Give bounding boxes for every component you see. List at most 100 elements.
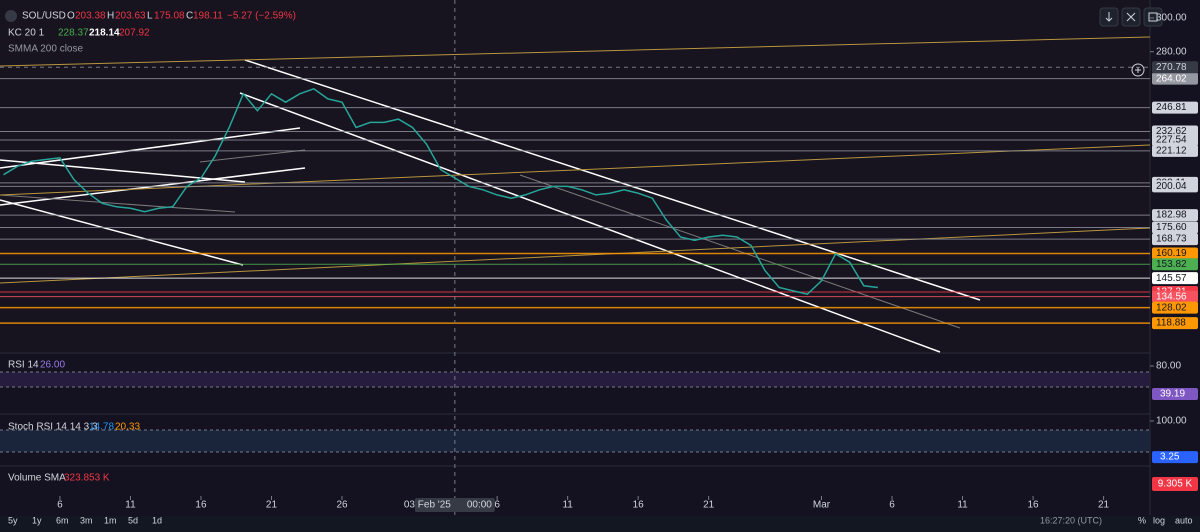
price-label: 264.02: [1156, 73, 1187, 84]
top-buttons: [1099, 7, 1163, 27]
trendline: [0, 36, 1151, 67]
percent-toggle[interactable]: %: [1138, 515, 1146, 525]
price-label: 221.12: [1156, 146, 1187, 157]
price-label-box: [1152, 317, 1198, 330]
ohlc-value: 203.38: [75, 11, 106, 22]
icon: [1135, 67, 1141, 73]
trendline: [0, 194, 236, 213]
x-tick-label: 26: [336, 500, 348, 511]
stoch-last: 3.25: [1160, 452, 1180, 463]
range-button[interactable]: 5d: [128, 515, 138, 525]
channel-top: [244, 59, 981, 301]
trendline: [519, 174, 961, 329]
x-tick-label: 11: [562, 500, 573, 511]
range-button[interactable]: 3m: [80, 515, 93, 525]
stoch-name: Stoch RSI 14 14 3 3: [8, 422, 98, 433]
x-tick-label: Mar: [813, 500, 831, 511]
x-tick-label: 6: [889, 500, 895, 511]
price-label-box: [1152, 290, 1198, 303]
volume-value: 323.853 K: [64, 473, 110, 484]
range-button[interactable]: 5y: [8, 515, 18, 525]
indicator-name: SMMA 200 close: [8, 44, 83, 55]
crosshair-time: 00:00: [467, 500, 492, 511]
volume-name: Volume SMA: [8, 473, 66, 484]
rsi-band: [0, 372, 1150, 387]
trendline: [199, 149, 306, 163]
price-label: 153.82: [1156, 259, 1187, 270]
x-tick-label: 21: [1098, 500, 1110, 511]
log-toggle[interactable]: log: [1153, 515, 1165, 525]
price-line: [3, 87, 878, 296]
wedge-line: [0, 127, 301, 169]
symbol-icon: [5, 10, 17, 22]
price-label-box: [1152, 72, 1198, 85]
x-tick-label: 16: [195, 500, 207, 511]
price-label: 246.81: [1156, 102, 1187, 113]
ohlc-key: L: [147, 11, 153, 22]
grey-trendlines: [0, 149, 961, 329]
range-button[interactable]: 1d: [152, 515, 162, 525]
rsi-tick-label: 80.00: [1156, 361, 1181, 372]
price-label-box: [1152, 144, 1198, 157]
x-tick-label: 21: [703, 500, 715, 511]
indicator-value: 228.37: [58, 28, 89, 39]
ohlc-key: H: [107, 11, 114, 22]
price-label: 168.73: [1156, 234, 1187, 245]
volume-axis-label: 9.305 K: [1158, 479, 1193, 490]
add-button[interactable]: [1131, 63, 1145, 77]
price-label: 128.02: [1156, 302, 1187, 313]
x-tick-label: 6: [494, 500, 500, 511]
rsi-name: RSI 14: [8, 360, 39, 371]
price-label: 134.56: [1156, 291, 1187, 302]
price-label-box: [1152, 209, 1198, 222]
rsi-last-box: [1152, 388, 1198, 401]
x-tick-label: 11: [125, 500, 136, 511]
price-label-box: [1152, 258, 1198, 271]
price-label-box: [1152, 233, 1198, 246]
wedge-line: [0, 159, 246, 183]
clock: 16:27:20 (UTC): [1040, 515, 1102, 525]
crosshair-date-box: [414, 498, 495, 512]
x-tick-label: 21: [266, 500, 278, 511]
crosshair-price: 270.78: [1156, 62, 1187, 73]
range-button[interactable]: 1m: [104, 515, 117, 525]
icon: [1126, 12, 1136, 22]
price-label-box: [1152, 301, 1198, 314]
ohlc-key: O: [67, 11, 75, 22]
price-label: 200.04: [1156, 181, 1187, 192]
crosshair-date: 03 Feb '25: [404, 500, 451, 511]
stoch-band: [0, 430, 1150, 452]
price-label: 145.57: [1156, 273, 1187, 284]
price-label-box: [1152, 247, 1198, 260]
trendline: [0, 227, 1151, 284]
price-label: 160.19: [1156, 248, 1187, 259]
rsi-last: 39.19: [1160, 389, 1185, 400]
indicator-value: 218.14: [89, 28, 120, 39]
channel-bottom: [239, 92, 941, 353]
ohlc-key: C: [186, 11, 193, 22]
symbol[interactable]: SOL/USD: [22, 11, 66, 22]
x-tick-label: 6: [57, 500, 63, 511]
stoch-d: 20.33: [115, 422, 140, 433]
range-button[interactable]: 6m: [56, 515, 69, 525]
x-tick-label: 16: [1027, 500, 1039, 511]
rsi-value: 26.00: [40, 360, 65, 371]
price-label: 182.98: [1156, 210, 1187, 221]
auto-toggle[interactable]: auto: [1175, 515, 1193, 525]
ohlc-value: 198.11: [193, 11, 223, 22]
price-label-box: [1152, 134, 1198, 147]
price-label-box: [1152, 101, 1198, 114]
volume-axis-box: [1152, 477, 1198, 491]
indicator-value: 207.92: [119, 28, 150, 39]
price-label: 227.54: [1156, 135, 1187, 146]
ohlc-value: 203.63: [115, 11, 146, 22]
price-label-box: [1152, 221, 1198, 234]
x-tick-label: 11: [957, 500, 968, 511]
range-button[interactable]: 1y: [32, 515, 42, 525]
icon: [1105, 12, 1113, 22]
y-tick-label: 300.00: [1156, 13, 1187, 24]
indicator-name: KC 20 1: [8, 28, 45, 39]
stoch-last-box: [1152, 451, 1198, 464]
icon: [1148, 12, 1158, 22]
crosshair-price-box: [1152, 61, 1198, 74]
